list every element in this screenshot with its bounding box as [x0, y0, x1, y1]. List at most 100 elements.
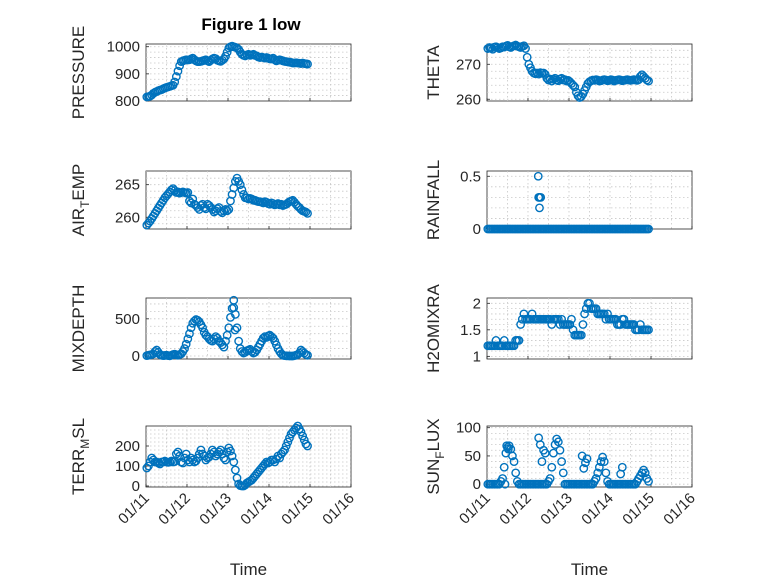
sunflux-data-point [508, 451, 517, 461]
rainfall-data-point [644, 224, 653, 234]
terrmsl-data-point [303, 441, 312, 451]
rainfall-ytick-label: 0 [473, 221, 481, 238]
rainfall-ylabel: RAINFALL [424, 160, 443, 240]
sunflux-xtick-label: 01/11 [456, 490, 494, 528]
airtemp-data-point [303, 208, 312, 218]
rainfall-data-point [534, 192, 544, 202]
terrmsl-ytick-label: 200 [115, 438, 140, 455]
theta-data-point [593, 75, 603, 85]
mixdepth-data-point [247, 347, 257, 356]
subplot-mixdepth: 0 500 MIXDEPTH [69, 285, 352, 373]
sunflux-data-point [582, 454, 592, 464]
terrmsl-xtick-label: 01/14 [237, 490, 276, 529]
pressure-data-point [170, 77, 180, 87]
mixdepth-data-point [185, 329, 194, 339]
pressure-data-point [244, 49, 253, 59]
sunflux-data-point [591, 474, 601, 483]
terrmsl-ytick-label: 0 [132, 478, 140, 495]
pressure-data-point [173, 66, 183, 76]
airtemp-data-point [221, 205, 230, 214]
sunflux-xtick-label: 01/16 [660, 490, 699, 529]
airtemp-ylabel: AIRTEMP [69, 164, 92, 237]
h2omixra-data-point [578, 320, 588, 329]
sunflux-data-point [498, 474, 507, 483]
sunflux-data-point [547, 462, 557, 472]
airtemp-data-point [222, 206, 232, 216]
mixdepth-data-point [186, 323, 196, 333]
h2omixra-data-point [553, 314, 563, 324]
pressure-ytick-label: 1000 [107, 39, 140, 56]
h2omixra-data-point [576, 330, 586, 340]
sunflux-ytick-label: 50 [464, 448, 481, 465]
h2omixra-data-point [526, 314, 535, 324]
subplot-rainfall: 0 0.5 RAINFALL [424, 160, 693, 240]
theta-data-point [635, 72, 645, 81]
h2omixra-data-point [545, 314, 555, 324]
sunflux-xtick-label: 01/12 [496, 490, 535, 529]
theta-ytick-label: 260 [456, 91, 481, 108]
h2omixra-data-point [498, 341, 507, 351]
terrmsl-data-point [281, 441, 291, 451]
terrmsl-data-point [298, 431, 308, 441]
sunflux-data-point [577, 451, 587, 461]
theta-data-point [644, 76, 653, 86]
h2omixra-data-point [580, 309, 589, 319]
mixdepth-ylabel: MIXDEPTH [69, 285, 88, 373]
terrmsl-data-point [296, 427, 306, 437]
terrmsl-ylabel: TERRMSL [69, 418, 92, 495]
terrmsl-data-point [229, 457, 239, 467]
airtemp-data-point [237, 185, 247, 195]
rainfall-data-point [535, 203, 544, 213]
pressure-ytick-label: 900 [115, 66, 140, 83]
h2omixra-ylabel: H2OMIXRA [424, 283, 443, 372]
terrmsl-xtick-label: 01/13 [196, 490, 235, 529]
mixdepth-data-point [230, 325, 240, 335]
subplot-h2omixra: 1 1.5 2 H2OMIXRA [424, 283, 693, 373]
sunflux-data-point [557, 457, 567, 466]
sunflux-data-point [598, 452, 608, 462]
theta-data-point [568, 80, 578, 90]
sunflux-data-point [640, 468, 650, 478]
mixdepth-data-point [232, 323, 242, 333]
terrmsl-data-point [232, 473, 242, 483]
pressure-data-point [171, 72, 181, 81]
h2omixra-ytick-label: 1 [473, 348, 481, 365]
h2omixra-data-point [489, 341, 499, 351]
airtemp-data-point [301, 207, 311, 217]
h2omixra-data-point [516, 320, 526, 329]
sunflux-ylabel: SUNFLUX [424, 418, 447, 494]
theta-data-point [560, 75, 570, 85]
sunflux-data-point [537, 457, 547, 466]
theta-data-point [542, 73, 552, 83]
airtemp-data-point [224, 205, 234, 214]
terrmsl-data-point [283, 437, 293, 447]
sunflux-data-point [503, 444, 513, 454]
mixdepth-data-point [219, 342, 229, 352]
h2omixra-data-point [634, 325, 644, 335]
mixdepth-data-point [198, 323, 207, 333]
terrmsl-data-point [230, 465, 240, 475]
mixdepth-data-point [189, 316, 199, 326]
terrmsl-xtick-label: 01/11 [115, 490, 153, 528]
h2omixra-data-point [514, 336, 524, 345]
sunflux-data-point [579, 463, 589, 473]
h2omixra-ytick-label: 1.5 [460, 322, 481, 339]
h2omixra-data-point [567, 314, 576, 324]
terrmsl-data-point [227, 451, 237, 461]
sunflux-data-point [593, 468, 603, 478]
h2omixra-data-point [644, 325, 653, 335]
terrmsl-xtick-label: 01/12 [155, 490, 194, 529]
mixdepth-data-point [181, 339, 191, 349]
sunflux-data-point [500, 479, 510, 489]
sunflux-data-point [553, 437, 563, 447]
terrmsl-data-point [194, 449, 204, 459]
h2omixra-data-point [601, 314, 611, 324]
sunflux-xtick-label: 01/14 [578, 490, 617, 529]
theta-data-point [521, 44, 530, 53]
mixdepth-data-point [183, 334, 193, 344]
sunflux-data-point [644, 476, 653, 486]
sunflux-data-point [545, 474, 555, 483]
pressure-ytick-label: 800 [115, 93, 140, 110]
